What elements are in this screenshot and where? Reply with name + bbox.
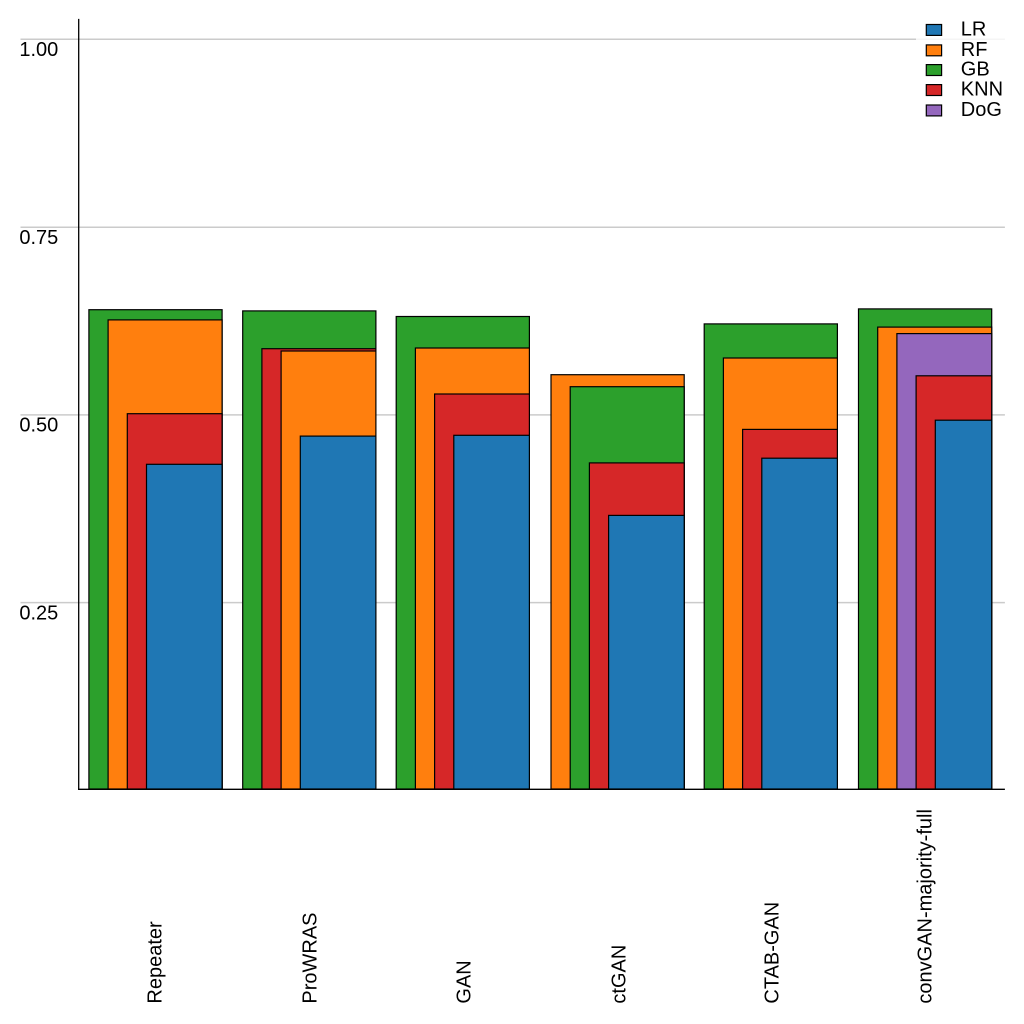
svg-text:Repeater: Repeater [144, 921, 166, 1004]
svg-text:ProWRAS: ProWRAS [300, 912, 322, 1003]
svg-text:ctGAN: ctGAN [608, 945, 630, 1004]
svg-text:GAN: GAN [454, 960, 476, 1003]
svg-text:0.75: 0.75 [19, 227, 58, 249]
svg-text:GB: GB [961, 59, 990, 81]
svg-text:RF: RF [961, 39, 988, 61]
svg-text:KNN: KNN [961, 79, 1003, 101]
svg-text:0.50: 0.50 [19, 415, 58, 437]
svg-text:convGAN-majority-full: convGAN-majority-full [915, 809, 937, 1003]
svg-text:DoG: DoG [961, 99, 1002, 121]
svg-text:LR: LR [961, 19, 987, 41]
svg-text:0.25: 0.25 [19, 602, 58, 624]
svg-text:1.00: 1.00 [19, 39, 58, 61]
svg-text:CTAB-GAN: CTAB-GAN [762, 902, 784, 1004]
